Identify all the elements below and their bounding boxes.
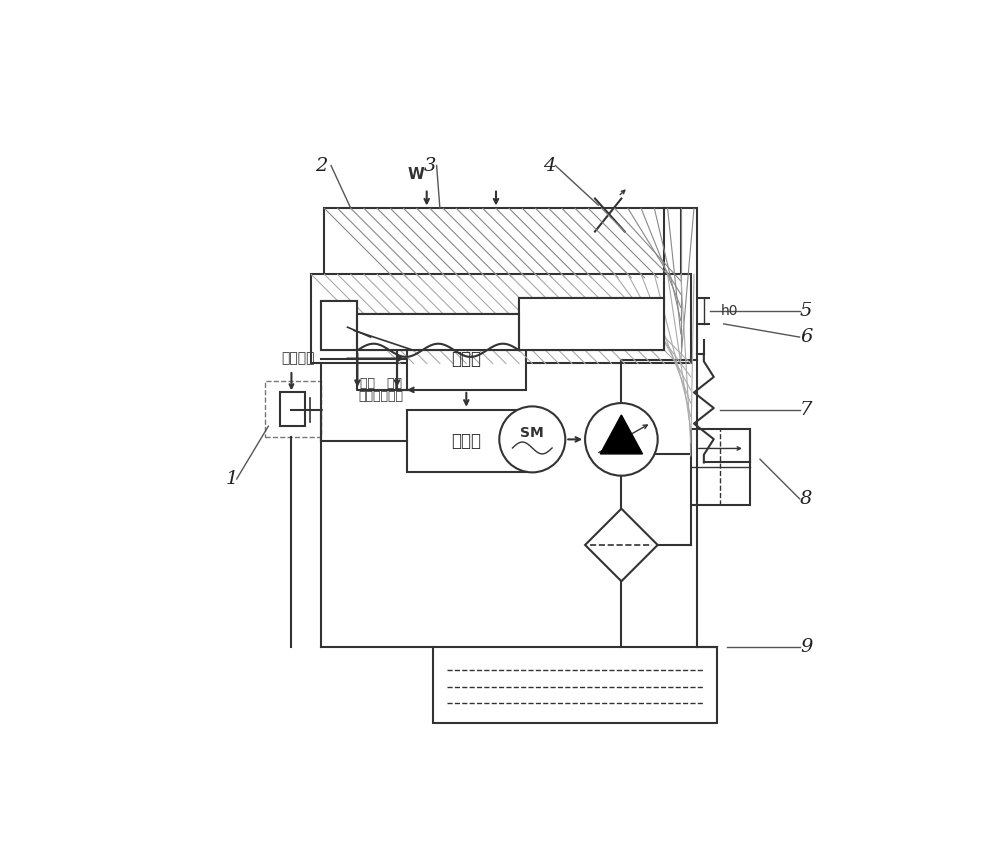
Bar bbox=[321, 301, 357, 351]
Polygon shape bbox=[600, 415, 642, 454]
Bar bbox=[407, 410, 526, 472]
Bar bbox=[519, 297, 664, 351]
Bar bbox=[324, 208, 681, 278]
Text: SM: SM bbox=[520, 426, 544, 440]
Bar bbox=[280, 392, 305, 426]
Polygon shape bbox=[585, 509, 658, 581]
Bar bbox=[321, 301, 357, 351]
Circle shape bbox=[499, 406, 565, 472]
Bar bbox=[357, 314, 519, 351]
Circle shape bbox=[585, 403, 658, 476]
Text: 6: 6 bbox=[800, 328, 812, 346]
Bar bbox=[519, 297, 664, 351]
Bar bbox=[357, 314, 519, 351]
Text: h0: h0 bbox=[720, 303, 738, 318]
Bar bbox=[357, 314, 519, 351]
Text: 理想厂度: 理想厂度 bbox=[281, 351, 315, 366]
Bar bbox=[519, 297, 664, 351]
Bar bbox=[407, 327, 526, 390]
Text: 温度   位移: 温度 位移 bbox=[360, 377, 402, 390]
Text: 2: 2 bbox=[315, 157, 327, 175]
Bar bbox=[311, 274, 691, 363]
Text: 7: 7 bbox=[800, 401, 812, 419]
Bar bbox=[321, 301, 357, 351]
Text: 4: 4 bbox=[543, 157, 555, 175]
Text: 3: 3 bbox=[424, 157, 436, 175]
Text: 转换器: 转换器 bbox=[451, 432, 481, 450]
Text: 1: 1 bbox=[226, 470, 238, 488]
Bar bbox=[433, 647, 717, 723]
Bar bbox=[691, 429, 750, 506]
Text: 9: 9 bbox=[800, 638, 812, 656]
Text: 5: 5 bbox=[800, 302, 812, 320]
Text: 8: 8 bbox=[800, 489, 812, 508]
Text: 传感器传感器: 传感器传感器 bbox=[358, 390, 403, 403]
Bar bbox=[265, 381, 321, 437]
Text: 计算机: 计算机 bbox=[451, 350, 481, 368]
Text: W: W bbox=[408, 167, 425, 182]
